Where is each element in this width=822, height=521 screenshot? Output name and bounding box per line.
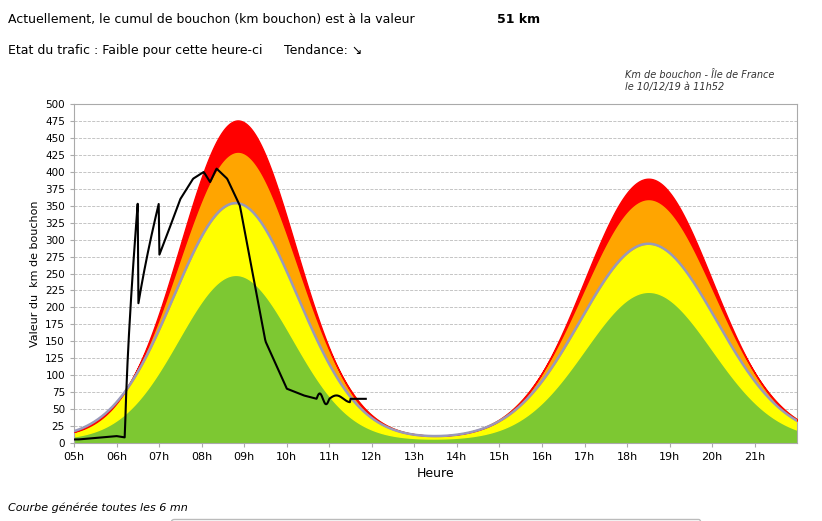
Legend: Faible, Habituel, Inhabituel, Exceptionnel, Moyenne, Aujourd'hui: Faible, Habituel, Inhabituel, Exceptionn…: [172, 519, 700, 521]
Text: 51 km: 51 km: [497, 13, 540, 26]
Text: Tendance: ↘: Tendance: ↘: [284, 44, 362, 57]
Text: Actuellement, le cumul de bouchon (km bouchon) est à la valeur: Actuellement, le cumul de bouchon (km bo…: [8, 13, 419, 26]
Text: Courbe générée toutes les 6 mn: Courbe générée toutes les 6 mn: [8, 503, 188, 513]
Text: Etat du trafic : Faible pour cette heure-ci: Etat du trafic : Faible pour cette heure…: [8, 44, 263, 57]
X-axis label: Heure: Heure: [417, 467, 455, 480]
Y-axis label: Valeur du  km de bouchon: Valeur du km de bouchon: [30, 200, 39, 347]
Text: Km de bouchon - Île de France
le 10/12/19 à 11h52: Km de bouchon - Île de France le 10/12/1…: [625, 70, 774, 92]
